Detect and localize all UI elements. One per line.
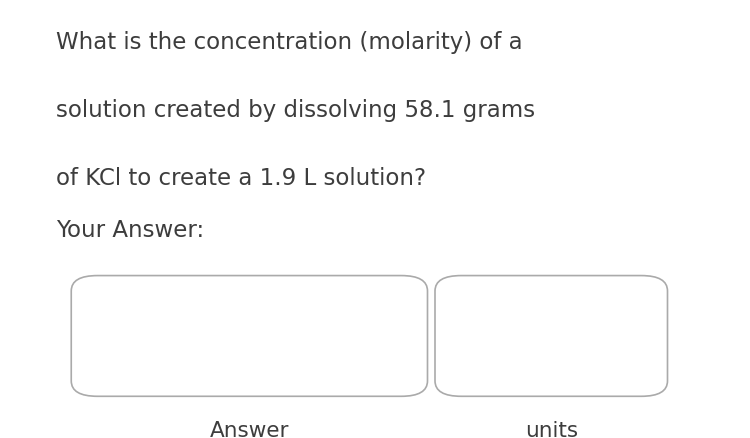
Text: Your Answer:: Your Answer: (56, 219, 204, 242)
Text: What is the concentration (molarity) of a: What is the concentration (molarity) of … (56, 31, 523, 53)
Text: solution created by dissolving 58.1 grams: solution created by dissolving 58.1 gram… (56, 99, 536, 121)
FancyBboxPatch shape (435, 276, 668, 396)
Text: of KCl to create a 1.9 L solution?: of KCl to create a 1.9 L solution? (56, 166, 426, 189)
Text: units: units (525, 420, 578, 438)
FancyBboxPatch shape (71, 276, 428, 396)
Text: Answer: Answer (209, 420, 290, 438)
